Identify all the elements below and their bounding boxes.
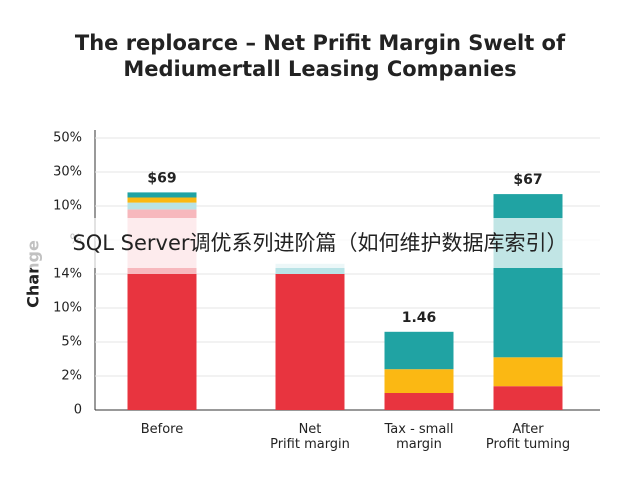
bar-segment [127, 192, 197, 198]
bar-segment [493, 357, 563, 387]
y-tick-label: 0 [74, 403, 82, 418]
y-tick-label: 14% [53, 267, 82, 282]
y-tick-label: 5% [61, 335, 82, 350]
y-tick-label: 2% [61, 369, 82, 384]
watermark: SQL Server调优系列进阶篇（如何维护数据库索引） [72, 231, 567, 255]
data-label: 1.46 [402, 310, 437, 326]
bar-segment [493, 386, 563, 410]
bar-segment [275, 263, 345, 274]
y-tick-label: 30% [53, 165, 82, 180]
y-tick-label: 10% [53, 301, 82, 316]
bar-segment [384, 393, 454, 410]
chart-title: Mediumertall Leasing Companies [123, 57, 516, 81]
x-tick-label: Tax - small margin [384, 422, 454, 452]
y-tick-label: 10% [53, 199, 82, 214]
bar-segment [384, 331, 454, 370]
bar-segment [275, 274, 345, 410]
watermark-band [0, 218, 640, 268]
chart-title: The reploarce – Net Prifit Margin Swelt … [75, 31, 566, 55]
data-label: $67 [513, 172, 542, 188]
x-tick-label: Before [140, 422, 184, 437]
x-tick-label: Net Prifit margin [270, 422, 350, 452]
data-label: $69 [147, 170, 176, 186]
bar-segment [127, 274, 197, 410]
bar-segment [127, 202, 197, 210]
y-tick-label: 50% [53, 131, 82, 146]
bar-segment [127, 197, 197, 203]
bar-segment [384, 369, 454, 393]
x-tick-label: After Profit tuming [485, 422, 571, 452]
